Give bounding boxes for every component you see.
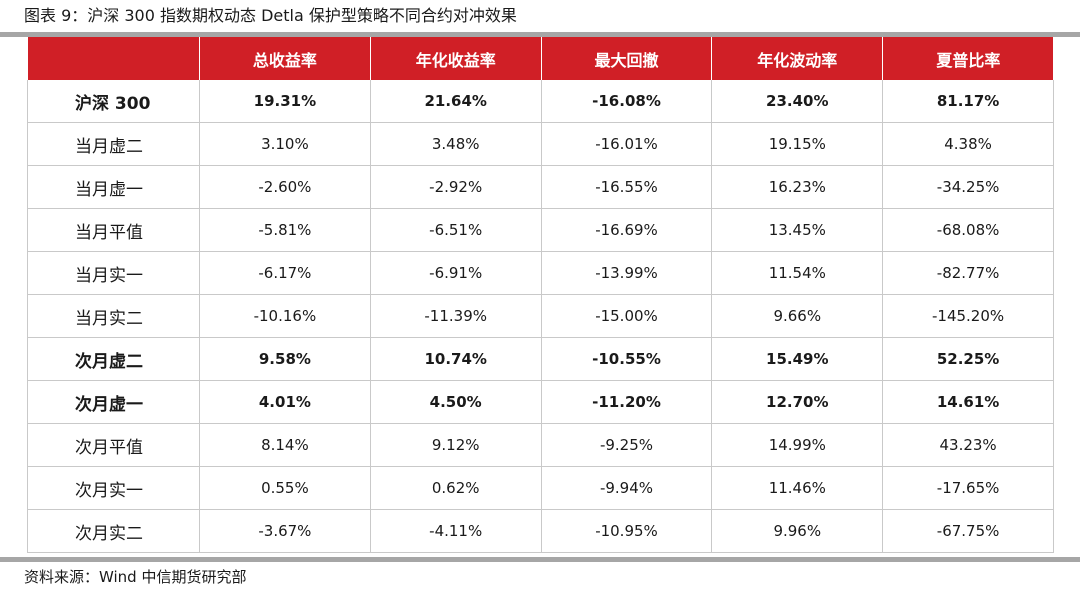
table-row: 次月虚一 4.01% 4.50% -11.20% 12.70% 14.61% xyxy=(27,380,1054,424)
table-cell: -6.51% xyxy=(370,208,542,252)
figure-title: 图表 9：沪深 300 指数期权动态 Detla 保护型策略不同合约对冲效果 xyxy=(24,6,517,25)
row-label: 次月实一 xyxy=(27,466,200,510)
table-cell: 14.61% xyxy=(882,380,1054,424)
header-cell-max-drawdown: 最大回撤 xyxy=(541,37,713,80)
table-row: 次月虚二 9.58% 10.74% -10.55% 15.49% 52.25% xyxy=(27,337,1054,381)
table-cell: 15.49% xyxy=(711,337,884,381)
row-label: 沪深 300 xyxy=(27,80,200,123)
table-cell: -10.95% xyxy=(541,509,713,553)
table-row: 当月虚一 -2.60% -2.92% -16.55% 16.23% -34.25% xyxy=(27,165,1054,209)
table-cell: -4.11% xyxy=(370,509,542,553)
table-cell: 9.66% xyxy=(711,294,884,338)
bottom-rule xyxy=(0,557,1080,562)
table-cell: -16.01% xyxy=(541,122,713,166)
table-cell: 11.46% xyxy=(711,466,884,510)
row-label: 次月平值 xyxy=(27,423,200,467)
table-cell: -6.17% xyxy=(199,251,371,295)
top-rule xyxy=(0,32,1080,37)
table-cell: 0.55% xyxy=(199,466,371,510)
table-cell: 8.14% xyxy=(199,423,371,467)
table-cell: 4.38% xyxy=(882,122,1054,166)
table-cell: -5.81% xyxy=(199,208,371,252)
table-cell: 3.10% xyxy=(199,122,371,166)
source-note: 资料来源：Wind 中信期货研究部 xyxy=(24,568,247,586)
table-cell: -10.55% xyxy=(541,337,713,381)
table-cell: -145.20% xyxy=(882,294,1054,338)
table-cell: -67.75% xyxy=(882,509,1054,553)
table-cell: 19.31% xyxy=(199,80,371,123)
table-cell: -82.77% xyxy=(882,251,1054,295)
table-cell: -2.60% xyxy=(199,165,371,209)
header-cell-annual-volatility: 年化波动率 xyxy=(711,37,884,80)
row-label: 当月实二 xyxy=(27,294,200,338)
table-row: 当月虚二 3.10% 3.48% -16.01% 19.15% 4.38% xyxy=(27,122,1054,166)
row-label: 当月虚一 xyxy=(27,165,200,209)
table-cell: -10.16% xyxy=(199,294,371,338)
table-row: 沪深 300 19.31% 21.64% -16.08% 23.40% 81.17% xyxy=(27,80,1054,123)
table-cell: 43.23% xyxy=(882,423,1054,467)
table-cell: -11.39% xyxy=(370,294,542,338)
header-cell-blank xyxy=(27,37,200,80)
hedge-results-table: 总收益率 年化收益率 最大回撤 年化波动率 夏普比率 沪深 300 19.31% 2… xyxy=(27,37,1054,553)
table-cell: -13.99% xyxy=(541,251,713,295)
table-cell: -6.91% xyxy=(370,251,542,295)
table-cell: 16.23% xyxy=(711,165,884,209)
table-cell: 0.62% xyxy=(370,466,542,510)
table-cell: -9.25% xyxy=(541,423,713,467)
table-cell: 9.96% xyxy=(711,509,884,553)
row-label: 次月虚二 xyxy=(27,337,200,381)
table-cell: 9.12% xyxy=(370,423,542,467)
table-cell: -16.08% xyxy=(541,80,713,123)
table-cell: -34.25% xyxy=(882,165,1054,209)
table-cell: 12.70% xyxy=(711,380,884,424)
table-cell: -17.65% xyxy=(882,466,1054,510)
table-cell: 81.17% xyxy=(882,80,1054,123)
table-row: 当月实一 -6.17% -6.91% -13.99% 11.54% -82.77% xyxy=(27,251,1054,295)
row-label: 当月虚二 xyxy=(27,122,200,166)
table-cell: -16.69% xyxy=(541,208,713,252)
table-cell: -68.08% xyxy=(882,208,1054,252)
table-cell: 23.40% xyxy=(711,80,884,123)
table-row: 次月实二 -3.67% -4.11% -10.95% 9.96% -67.75% xyxy=(27,509,1054,553)
table-cell: -11.20% xyxy=(541,380,713,424)
table-cell: -3.67% xyxy=(199,509,371,553)
row-label: 次月实二 xyxy=(27,509,200,553)
table-cell: -2.92% xyxy=(370,165,542,209)
table-cell: 19.15% xyxy=(711,122,884,166)
row-label: 当月平值 xyxy=(27,208,200,252)
table-cell: -9.94% xyxy=(541,466,713,510)
table-cell: 52.25% xyxy=(882,337,1054,381)
table-cell: -16.55% xyxy=(541,165,713,209)
table-cell: 3.48% xyxy=(370,122,542,166)
row-label: 当月实一 xyxy=(27,251,200,295)
header-cell-sharpe-ratio: 夏普比率 xyxy=(882,37,1054,80)
table-row: 次月实一 0.55% 0.62% -9.94% 11.46% -17.65% xyxy=(27,466,1054,510)
table-row: 当月平值 -5.81% -6.51% -16.69% 13.45% -68.08% xyxy=(27,208,1054,252)
table-body: 沪深 300 19.31% 21.64% -16.08% 23.40% 81.17% 当月虚… xyxy=(27,80,1054,553)
table-cell: 14.99% xyxy=(711,423,884,467)
table-cell: 11.54% xyxy=(711,251,884,295)
header-row: 总收益率 年化收益率 最大回撤 年化波动率 夏普比率 xyxy=(27,37,1054,80)
table-cell: -15.00% xyxy=(541,294,713,338)
row-label: 次月虚一 xyxy=(27,380,200,424)
table-cell: 9.58% xyxy=(199,337,371,381)
table-container: 总收益率 年化收益率 最大回撤 年化波动率 夏普比率 沪深 300 19.31% 2… xyxy=(27,37,1054,553)
table-row: 次月平值 8.14% 9.12% -9.25% 14.99% 43.23% xyxy=(27,423,1054,467)
table-cell: 10.74% xyxy=(370,337,542,381)
table-cell: 4.50% xyxy=(370,380,542,424)
table-row: 当月实二 -10.16% -11.39% -15.00% 9.66% -145.20% xyxy=(27,294,1054,338)
header-cell-total-return: 总收益率 xyxy=(199,37,371,80)
table-cell: 21.64% xyxy=(370,80,542,123)
header-cell-annual-return: 年化收益率 xyxy=(370,37,542,80)
table-cell: 13.45% xyxy=(711,208,884,252)
table-cell: 4.01% xyxy=(199,380,371,424)
